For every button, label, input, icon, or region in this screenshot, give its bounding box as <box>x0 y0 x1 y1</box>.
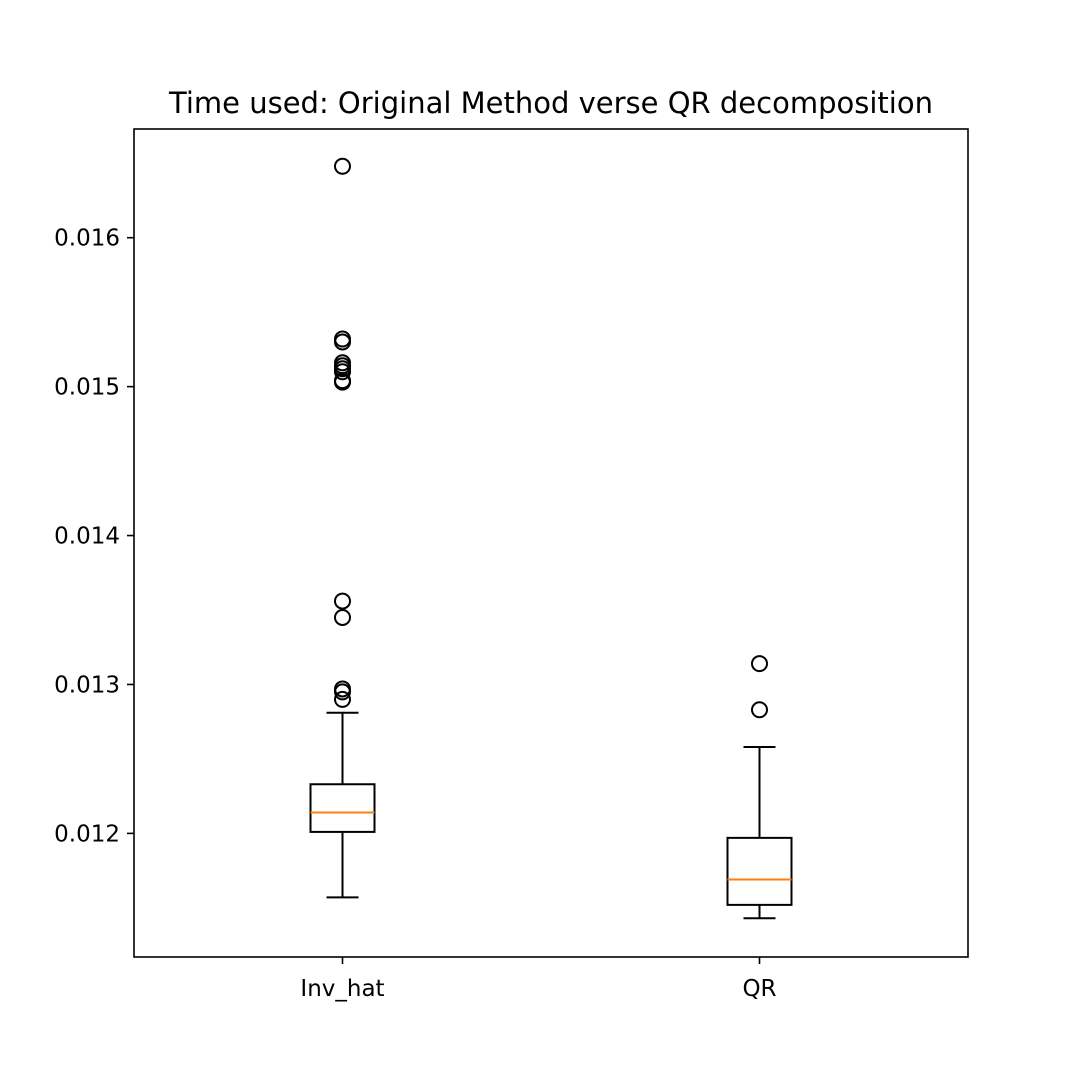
chart-title: Time used: Original Method verse QR deco… <box>168 86 933 120</box>
y-tick-label: 0.012 <box>54 821 120 847</box>
outlier-point <box>334 690 351 708</box>
outlier-point <box>334 373 351 391</box>
outlier-point <box>334 333 351 351</box>
x-tick-label: Inv_hat <box>300 976 384 1002</box>
outlier-point <box>334 592 351 610</box>
y-tick-label: 0.014 <box>54 524 120 550</box>
outlier-point <box>751 655 768 673</box>
plot-marks: 0.012 0.013 0.014 0.015 0.016 Inv_hat QR <box>54 157 793 1002</box>
x-tick-label: QR <box>742 976 776 1002</box>
y-tick-label: 0.016 <box>54 226 120 252</box>
outlier-point <box>334 157 351 175</box>
box-iqr <box>309 783 376 833</box>
outlier-point <box>334 683 351 701</box>
outlier-point <box>334 363 351 381</box>
outlier-point <box>334 608 351 626</box>
plot-frame <box>133 128 969 958</box>
y-tick-label: 0.013 <box>54 672 120 698</box>
box-iqr <box>726 836 793 906</box>
outlier-point <box>751 701 768 719</box>
y-tick-label: 0.015 <box>54 375 120 401</box>
